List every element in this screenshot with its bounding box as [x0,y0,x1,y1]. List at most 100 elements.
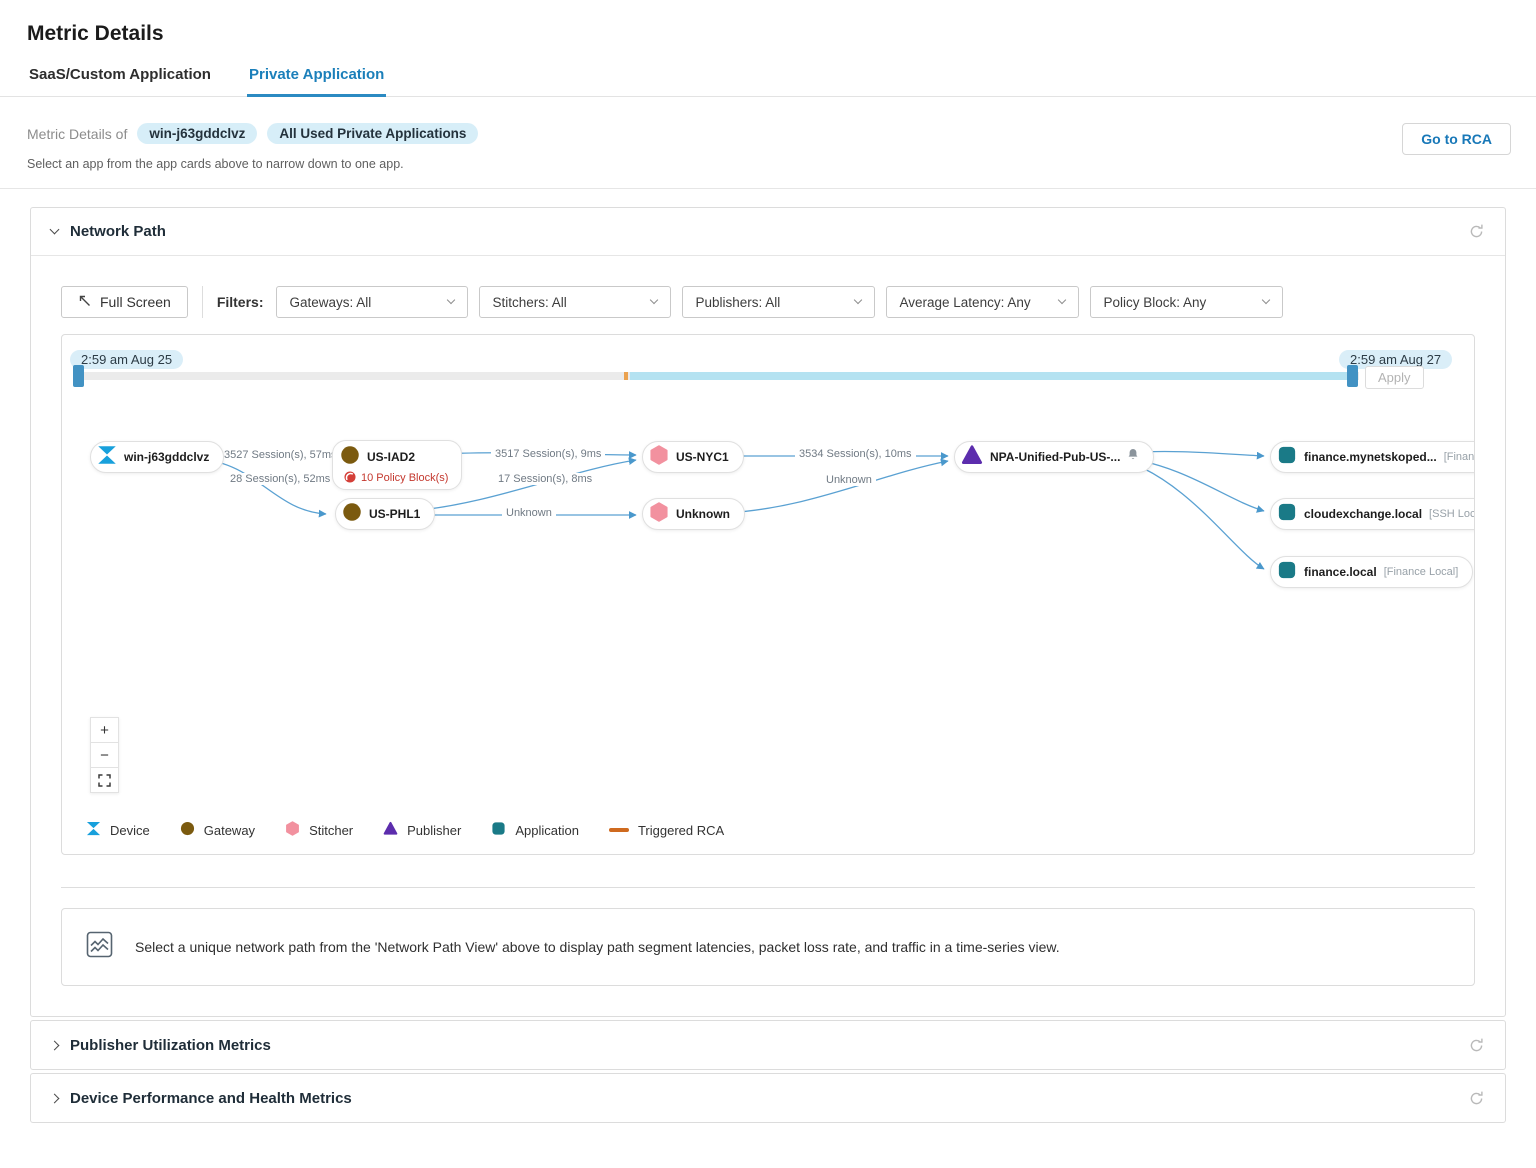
chevron-down-icon [446,295,455,305]
timeline-left-handle[interactable] [73,365,84,387]
device-icon [97,445,117,470]
zoom-out-button[interactable]: − [90,742,119,768]
node-label: win-j63gddclvz [124,450,210,464]
full-screen-button[interactable]: Full Screen [61,286,188,318]
legend-label: Stitcher [309,822,354,838]
chevron-down-icon [649,295,658,305]
legend-publisher: Publisher [383,821,461,839]
node-stitcher-unknown[interactable]: Unknown [642,498,745,530]
message-text: Select a unique network path from the 'N… [135,939,1060,955]
filters-label: Filters: [216,294,264,310]
legend-label: Device [110,822,150,838]
node-label: NPA-Unified-Pub-US-... [990,450,1121,464]
filter-average-latency-select[interactable]: Average Latency: Any [885,286,1079,318]
legend-stitcher: Stitcher [285,821,353,839]
triggered-rca-marker [624,372,628,380]
device-performance-section: Device Performance and Health Metrics [30,1073,1506,1123]
node-label: US-NYC1 [676,450,729,464]
filter-stitchers-select[interactable]: Stitchers: All [478,286,671,318]
node-label: US-IAD2 [367,450,416,464]
filter-policy-block-select[interactable]: Policy Block: Any [1089,286,1283,318]
network-path-header[interactable]: Network Path [31,208,1505,256]
edge-label-device-gw2: 28 Session(s), 52ms [226,473,335,485]
stitcher-icon [285,821,300,839]
node-gateway-us-iad2[interactable]: US-IAD2 10 Policy Block(s) [332,440,463,490]
tab-private-application[interactable]: Private Application [246,66,387,97]
device-performance-header[interactable]: Device Performance and Health Metrics [31,1074,1505,1122]
timeline-right-handle[interactable] [1347,365,1358,387]
filter-publishers-select[interactable]: Publishers: All [681,286,875,318]
timeline-track [73,365,1359,387]
graph-toolbar: Full Screen Filters: Gateways: All Stitc… [31,256,1505,334]
node-label: US-PHL1 [369,507,421,521]
chevron-down-icon [1057,295,1066,305]
section-title: Publisher Utilization Metrics [70,1036,271,1054]
legend-gateway: Gateway [180,821,255,839]
apply-button[interactable]: Apply [1365,366,1424,389]
application-icon [1277,560,1297,585]
metric-details-of-label: Metric Details of [27,125,128,142]
edge-label-device-gw1: 3527 Session(s), 57ms [220,449,341,461]
app-selection-hint: Select an app from the app cards above t… [27,157,404,171]
legend-triggered-rca: Triggered RCA [608,823,724,838]
policy-block-icon [344,470,356,486]
tab-saas-custom-application[interactable]: SaaS/Custom Application [29,66,211,83]
node-app-cloudexchange-local[interactable]: cloudexchange.local [SSH Local Apps] [1270,498,1475,530]
publisher-utilization-header[interactable]: Publisher Utilization Metrics [31,1021,1505,1069]
edge-label-gw1-st1: 3517 Session(s), 9ms [491,448,606,460]
network-path-section: Network Path Full Screen Filters: Gatewa… [30,207,1506,1017]
fit-to-screen-button[interactable] [90,767,119,793]
go-to-rca-button[interactable]: Go to RCA [1402,123,1511,155]
timeline-selected-range [630,372,1347,380]
publisher-utilization-section: Publisher Utilization Metrics [30,1020,1506,1070]
page-title: Metric Details [27,22,164,45]
device-badge: win-j63gddclvz [137,123,258,144]
node-publisher[interactable]: NPA-Unified-Pub-US-... [954,441,1155,473]
graph-edges [198,450,1265,570]
stitcher-icon [649,501,669,527]
bell-icon [1127,448,1139,466]
node-label: Unknown [676,507,730,521]
node-device[interactable]: win-j63gddclvz [90,441,225,473]
publisher-icon [961,444,983,471]
zoom-in-button[interactable]: + [90,717,119,743]
node-label: finance.mynetskoped... [1304,450,1437,464]
gateway-icon [340,445,360,470]
timeline-start-badge: 2:59 am Aug 25 [70,350,184,369]
graph-legend: Device Gateway Stitcher Publisher Applic… [86,821,724,839]
legend-label: Publisher [407,822,462,838]
refresh-icon[interactable] [1468,223,1485,240]
node-gateway-us-phl1[interactable]: US-PHL1 [335,498,436,530]
filter-value: Average Latency: Any [899,294,1031,310]
stitcher-icon [649,444,669,470]
filter-value: Publishers: All [695,294,781,310]
node-stitcher-us-nyc1[interactable]: US-NYC1 [642,441,744,473]
node-app-finance-local[interactable]: finance.local [Finance Local] [1270,556,1474,588]
edge-label-st2-pub: Unknown [822,474,876,486]
edge-label-st1-pub: 3534 Session(s), 10ms [795,448,916,460]
refresh-icon[interactable] [1468,1090,1485,1107]
filter-value: Policy Block: Any [1103,294,1207,310]
edge-label-gw2-st1: 17 Session(s), 8ms [494,473,597,485]
application-icon [491,821,506,839]
chevron-down-icon [853,295,862,305]
section-divider [61,887,1475,888]
refresh-icon[interactable] [1468,1037,1485,1054]
tab-bar: SaaS/Custom Application Private Applicat… [0,66,1536,97]
metric-details-page: Metric Details SaaS/Custom Application P… [0,22,1536,1123]
node-app-finance-mynetskoped[interactable]: finance.mynetskoped... [Finance My [1270,441,1474,473]
network-path-graph: 2:59 am Aug 25 2:59 am Aug 27 Apply [61,334,1475,855]
section-title: Network Path [70,223,166,240]
chevron-down-icon [1261,295,1270,305]
node-tag: [SSH Local Apps] [1429,508,1475,520]
filter-gateways-select[interactable]: Gateways: All [275,286,468,318]
triggered-rca-icon [608,828,629,832]
node-label: cloudexchange.local [1304,507,1423,521]
path-selection-message: Select a unique network path from the 'N… [61,908,1475,986]
section-title: Device Performance and Health Metrics [70,1089,352,1107]
time-series-chart-icon [86,931,113,963]
node-label: finance.local [1304,565,1377,579]
full-screen-icon [78,294,91,310]
policy-block-label: 10 Policy Block(s) [361,472,449,484]
applications-badge: All Used Private Applications [267,123,479,144]
